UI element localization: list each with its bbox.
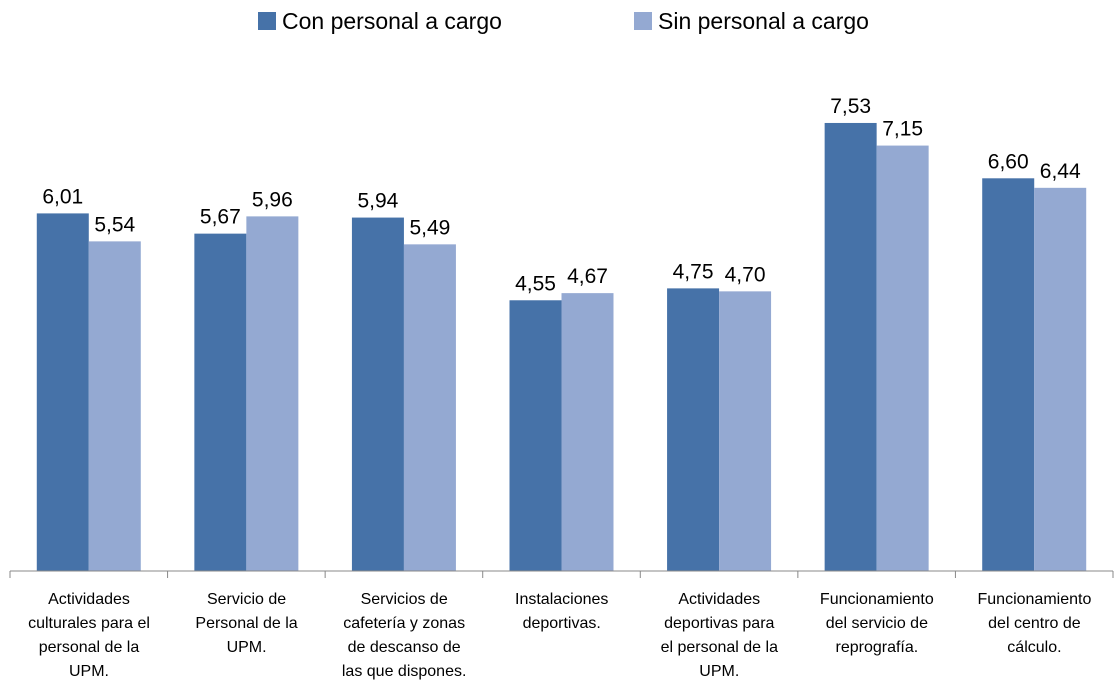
data-label: 7,53 <box>830 95 871 118</box>
bar <box>88 241 141 571</box>
bar <box>982 178 1035 572</box>
x-tick-label: Funcionamiento del servicio de reprograf… <box>819 591 934 656</box>
x-tick-label: Instalaciones deportivas. <box>515 591 609 632</box>
x-tick-label: Actividades culturales para el personal … <box>28 591 150 680</box>
bar <box>246 216 299 571</box>
bar <box>351 217 404 571</box>
data-label: 6,44 <box>1040 160 1081 183</box>
bar <box>403 244 456 571</box>
x-tick-label: Servicios de cafetería y zonas de descan… <box>341 591 467 680</box>
legend-label: Con personal a cargo <box>282 8 502 34</box>
x-tick-label: Funcionamiento del centro de cálculo. <box>977 591 1092 656</box>
data-label: 6,01 <box>42 185 83 208</box>
data-label: 7,15 <box>882 118 923 141</box>
legend-swatch <box>258 12 276 30</box>
bar <box>36 213 89 571</box>
bar <box>719 291 772 571</box>
data-label: 4,75 <box>673 260 714 283</box>
legend-swatch <box>634 12 652 30</box>
data-label: 4,55 <box>515 272 556 295</box>
data-label: 6,60 <box>988 150 1029 173</box>
data-label: 5,67 <box>200 206 241 229</box>
x-tick-label: Servicio de Personal de la UPM. <box>195 591 298 656</box>
bar <box>667 288 720 571</box>
bar <box>824 122 877 571</box>
legend-label: Sin personal a cargo <box>658 8 869 34</box>
bar <box>876 145 929 571</box>
data-label: 4,70 <box>725 263 766 286</box>
bar <box>509 300 562 571</box>
bar <box>194 233 247 571</box>
data-label: 5,54 <box>94 213 135 236</box>
data-label: 5,94 <box>357 190 398 213</box>
x-tick-label: Actividades deportivas para el personal … <box>660 591 778 680</box>
data-label: 5,96 <box>252 188 293 211</box>
bar <box>1034 187 1087 571</box>
bar <box>561 293 614 571</box>
data-label: 5,49 <box>409 216 450 239</box>
data-label: 4,67 <box>567 265 608 288</box>
